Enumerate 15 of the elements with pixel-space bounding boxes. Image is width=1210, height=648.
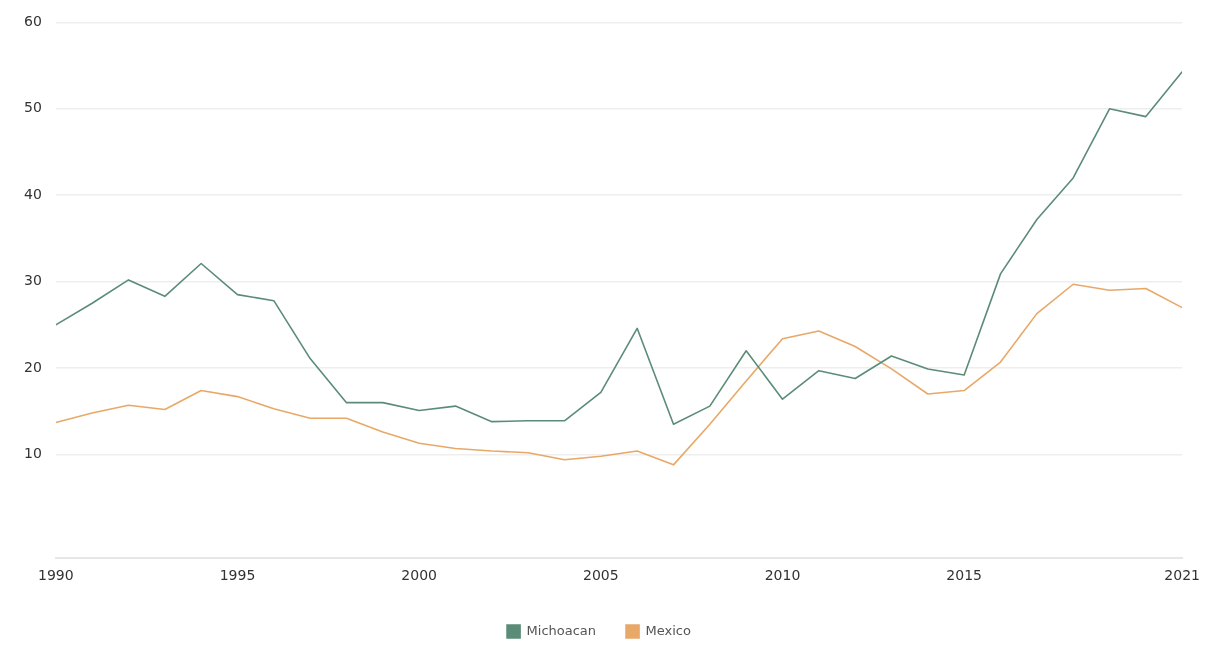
x-tick-label: 2005 bbox=[583, 567, 619, 584]
y-tick-label: 10 bbox=[23, 445, 42, 462]
y-tick-label: 40 bbox=[23, 185, 42, 202]
legend-label: Mexico bbox=[645, 622, 691, 638]
x-tick-label: 2021 bbox=[1164, 567, 1201, 584]
x-tick-label: 2010 bbox=[764, 567, 801, 584]
y-tick-label: 60 bbox=[23, 13, 42, 30]
x-tick-label: 2015 bbox=[946, 567, 982, 584]
legend-label: Michoacan bbox=[526, 622, 597, 638]
y-tick-label: 50 bbox=[23, 99, 42, 116]
x-tick-label: 1990 bbox=[37, 567, 74, 584]
y-tick-label: 20 bbox=[23, 358, 42, 375]
x-tick-label: 2000 bbox=[401, 567, 437, 584]
y-tick-label: 30 bbox=[23, 272, 42, 289]
x-tick-label: 1995 bbox=[219, 567, 256, 584]
